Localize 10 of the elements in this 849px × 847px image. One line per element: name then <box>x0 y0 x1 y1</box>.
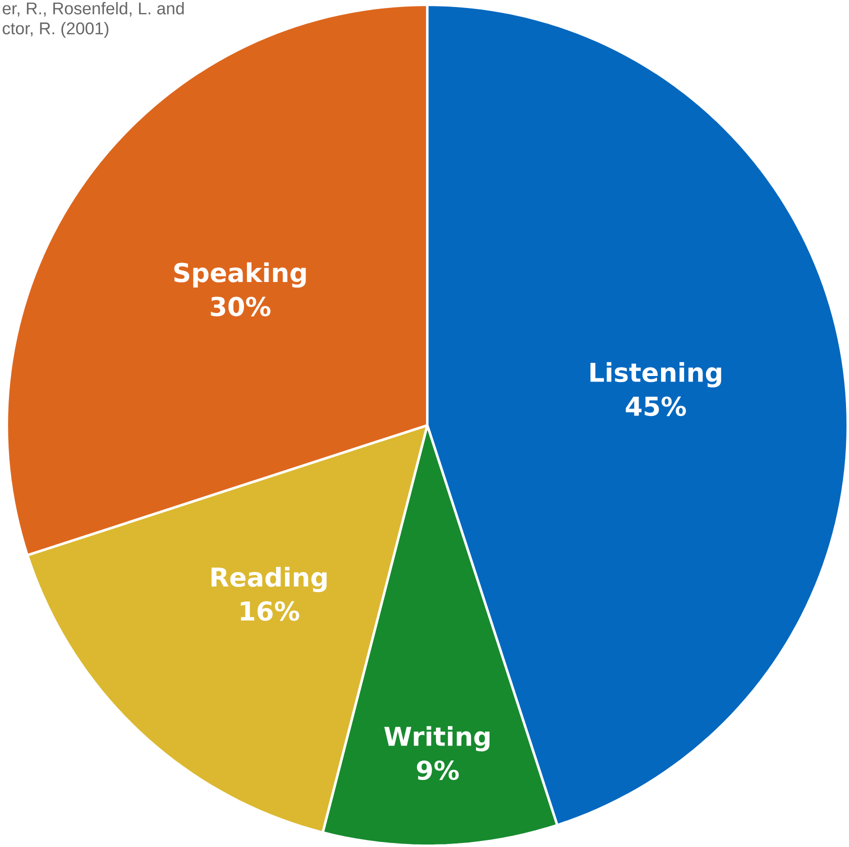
data-label: 16% <box>240 601 300 621</box>
slice-label: Reading <box>212 566 327 592</box>
slice-label: Writing <box>384 726 490 752</box>
data-label: 30% <box>210 296 270 316</box>
data-label: 45% <box>626 396 686 416</box>
slice-label: Listening <box>590 362 722 388</box>
data-label: 9% <box>416 760 459 780</box>
text: ctor, R. (2001) <box>2 22 108 38</box>
text: er, R., Rosenfeld, L. and <box>2 2 184 16</box>
slice-label: Speaking <box>174 262 306 288</box>
